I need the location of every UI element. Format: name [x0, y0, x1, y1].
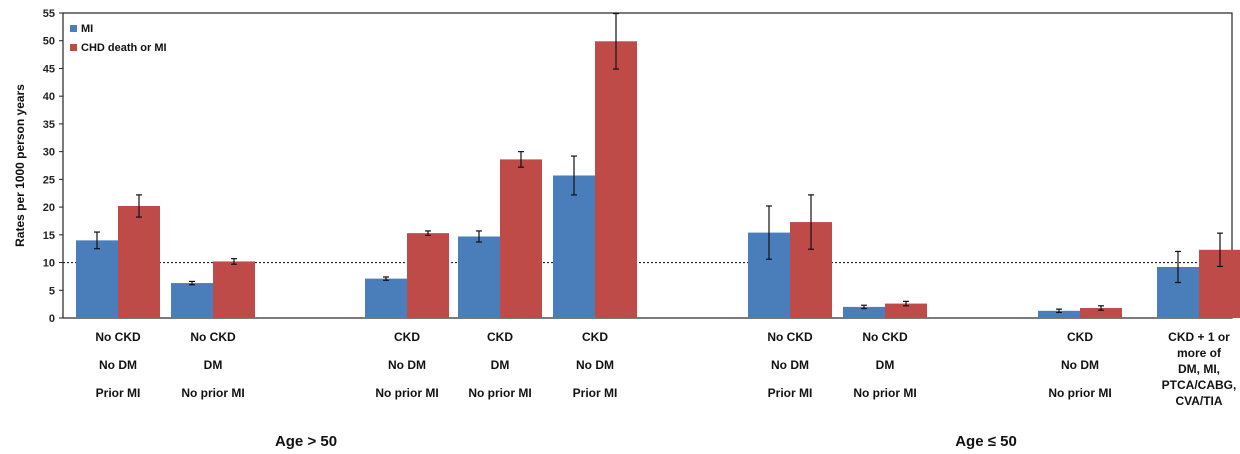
- bar-mi: [1038, 310, 1080, 318]
- category-label: No DM: [576, 358, 614, 372]
- category-label: PTCA/CABG,: [1162, 378, 1237, 392]
- y-tick-label: 50: [43, 36, 55, 48]
- category-label: CKD: [582, 330, 608, 344]
- category-label: No prior MI: [468, 386, 531, 400]
- category-label: CVA/TIA: [1175, 394, 1222, 408]
- group-label: Age > 50: [275, 433, 337, 450]
- bar-mi: [458, 236, 500, 318]
- category-label: CKD: [487, 330, 513, 344]
- bar-mi: [553, 175, 595, 318]
- y-tick-label: 45: [43, 63, 55, 75]
- bar-mi: [365, 278, 407, 318]
- category-label: No CKD: [767, 330, 813, 344]
- group-label: Age ≤ 50: [955, 433, 1017, 450]
- legend-label: CHD death or MI: [81, 42, 167, 54]
- plot-frame: [62, 12, 1233, 319]
- legend-swatch: [70, 44, 77, 51]
- category-label: Prior MI: [96, 386, 141, 400]
- category-label: Prior MI: [768, 386, 813, 400]
- category-label: Prior MI: [573, 386, 618, 400]
- category-label: DM, MI,: [1178, 362, 1220, 376]
- category-label: more of: [1177, 346, 1222, 360]
- bar-chd-death-or-mi: [595, 41, 637, 318]
- category-label: No CKD: [862, 330, 908, 344]
- category-label: No DM: [388, 358, 426, 372]
- category-label: No CKD: [95, 330, 141, 344]
- y-tick-label: 30: [43, 147, 55, 159]
- category-label: No prior MI: [1048, 386, 1111, 400]
- category-label: No prior MI: [181, 386, 244, 400]
- y-axis-title: Rates per 1000 person years: [13, 84, 27, 247]
- y-tick-label: 10: [43, 258, 55, 270]
- category-label: CKD: [1067, 330, 1093, 344]
- bar-chd-death-or-mi: [885, 303, 927, 318]
- bar-mi: [843, 306, 885, 318]
- legend-label: MI: [81, 23, 93, 35]
- y-tick-label: 5: [49, 285, 55, 297]
- y-tick-label: 15: [43, 230, 55, 242]
- category-label: No prior MI: [375, 386, 438, 400]
- y-tick-label: 35: [43, 119, 55, 131]
- category-label: DM: [491, 358, 510, 372]
- category-label: No DM: [771, 358, 809, 372]
- y-tick-label: 25: [43, 174, 55, 186]
- bar-mi: [171, 283, 213, 318]
- category-label: No DM: [1061, 358, 1099, 372]
- category-label: No CKD: [190, 330, 236, 344]
- y-tick-label: 20: [43, 202, 55, 214]
- bar-chd-death-or-mi: [213, 261, 255, 318]
- y-tick-label: 0: [49, 313, 55, 325]
- category-label: No prior MI: [853, 386, 916, 400]
- category-label: CKD + 1 or: [1168, 330, 1230, 344]
- y-tick-label: 40: [43, 91, 55, 103]
- y-tick-label: 55: [43, 8, 55, 20]
- bar-chd-death-or-mi: [118, 205, 160, 318]
- legend-swatch: [70, 25, 77, 32]
- category-label: DM: [876, 358, 895, 372]
- bar-chd-death-or-mi: [407, 233, 449, 318]
- bar-chd-death-or-mi: [1080, 308, 1122, 318]
- bar-chd-death-or-mi: [500, 159, 542, 318]
- category-label: CKD: [394, 330, 420, 344]
- bar-mi: [76, 240, 118, 318]
- category-label: No DM: [99, 358, 137, 372]
- category-label: DM: [204, 358, 223, 372]
